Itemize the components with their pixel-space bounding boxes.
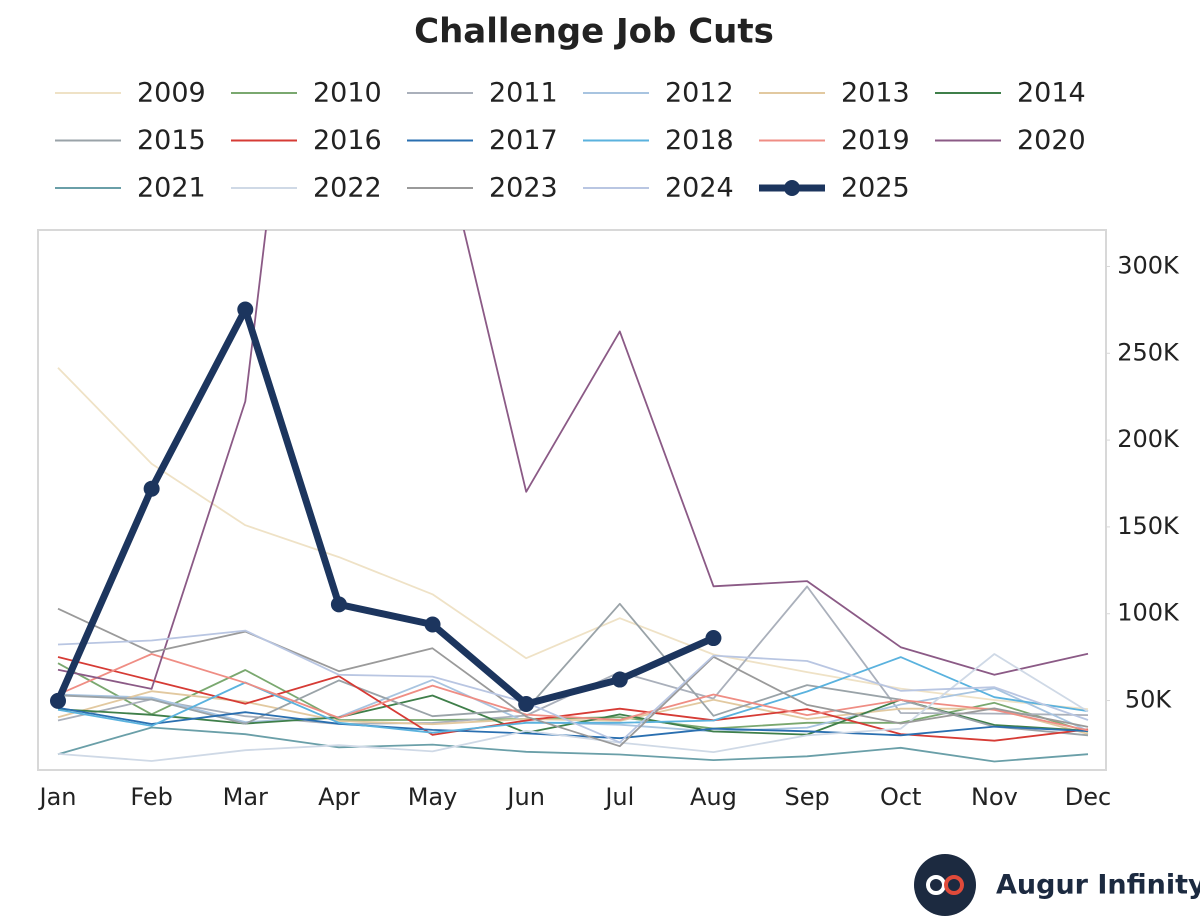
data-point (518, 696, 535, 713)
x-tick-label: Feb (130, 783, 173, 811)
brand-name: Augur Infinity (996, 870, 1200, 901)
series-line (54, 306, 715, 708)
legend-label: 2011 (489, 78, 558, 109)
series-line (57, 706, 1089, 740)
legend-label: 2010 (313, 78, 382, 109)
legend-label: 2025 (841, 173, 910, 204)
x-tick-label: May (408, 783, 458, 811)
brand-logo-ring (944, 875, 964, 895)
series-line (57, 230, 1089, 690)
y-tick-label: 250K (1117, 338, 1180, 366)
x-tick-label: Sep (784, 783, 829, 811)
legend-label: 2012 (665, 78, 734, 109)
data-point (143, 480, 160, 497)
legend-label: 2021 (137, 173, 206, 204)
series-line (57, 653, 1089, 732)
legend-label: 2020 (1017, 125, 1086, 156)
legend-label: 2016 (313, 125, 382, 156)
y-tick-label: 200K (1117, 425, 1180, 453)
legend-label: 2018 (665, 125, 734, 156)
legend-marker (784, 180, 800, 196)
legend-label: 2019 (841, 125, 910, 156)
series-line (57, 656, 1089, 742)
data-point (424, 616, 441, 633)
legend-label: 2023 (489, 173, 558, 204)
series-line (57, 607, 1089, 748)
x-tick-label: Jun (505, 783, 545, 811)
x-tick-label: Dec (1065, 783, 1111, 811)
series-line (57, 726, 1089, 763)
data-point (611, 671, 628, 688)
legend-label: 2009 (137, 78, 206, 109)
x-tick-label: Mar (223, 783, 268, 811)
plot-frame (37, 229, 1107, 771)
series-line (57, 629, 1089, 744)
data-point (705, 630, 722, 647)
data-point (330, 596, 347, 613)
plot-area (50, 230, 1089, 763)
data-point (50, 692, 66, 709)
data-point (237, 301, 254, 318)
legend-label: 2024 (665, 173, 734, 204)
legend-label: 2013 (841, 78, 910, 109)
x-tick-label: Oct (880, 783, 922, 811)
y-tick-label: 150K (1117, 512, 1180, 540)
chart-title: Challenge Job Cuts (414, 12, 774, 52)
legend-label: 2015 (137, 125, 206, 156)
legend-label: 2014 (1017, 78, 1086, 109)
x-tick-label: Aug (690, 783, 737, 811)
x-tick-label: Jul (603, 783, 634, 811)
x-tick-label: Jan (38, 783, 77, 811)
y-tick-label: 100K (1117, 599, 1180, 627)
legend-label: 2017 (489, 125, 558, 156)
legend-label: 2022 (313, 173, 382, 204)
y-tick-label: 50K (1125, 686, 1173, 714)
series-line (57, 653, 1089, 762)
series-line (57, 602, 1089, 737)
x-tick-label: Apr (318, 783, 360, 811)
x-tick-label: Nov (971, 783, 1018, 811)
y-tick-label: 300K (1117, 251, 1180, 279)
